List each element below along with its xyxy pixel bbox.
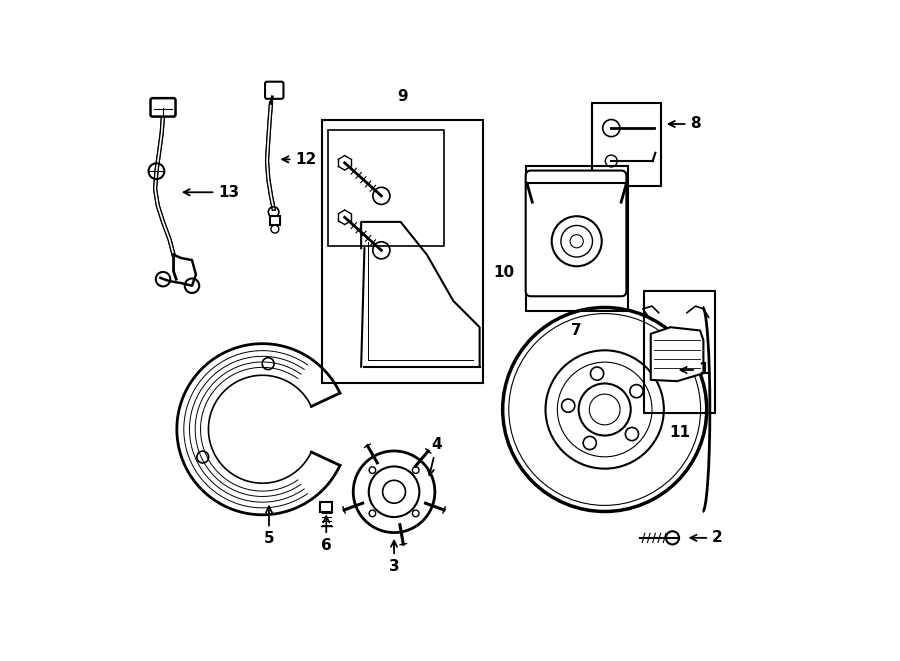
Text: 1: 1: [680, 362, 709, 377]
Bar: [644, 291, 716, 412]
Bar: [328, 130, 445, 247]
Text: 8: 8: [669, 116, 701, 132]
Text: 2: 2: [690, 530, 723, 545]
Polygon shape: [651, 327, 704, 381]
Text: 4: 4: [428, 438, 442, 475]
Text: 11: 11: [670, 425, 690, 440]
Bar: [526, 166, 627, 311]
Text: 12: 12: [283, 152, 317, 167]
Text: 13: 13: [184, 185, 239, 200]
FancyBboxPatch shape: [265, 82, 284, 98]
Text: 5: 5: [264, 506, 274, 546]
FancyBboxPatch shape: [150, 98, 176, 116]
FancyBboxPatch shape: [320, 502, 332, 512]
FancyBboxPatch shape: [270, 216, 280, 225]
FancyBboxPatch shape: [526, 171, 626, 296]
Text: 6: 6: [321, 516, 331, 553]
Bar: [591, 103, 661, 186]
Bar: [321, 120, 483, 383]
Text: 7: 7: [572, 323, 582, 338]
Text: 3: 3: [389, 541, 400, 574]
Text: 10: 10: [493, 265, 515, 280]
Text: 9: 9: [397, 89, 408, 104]
